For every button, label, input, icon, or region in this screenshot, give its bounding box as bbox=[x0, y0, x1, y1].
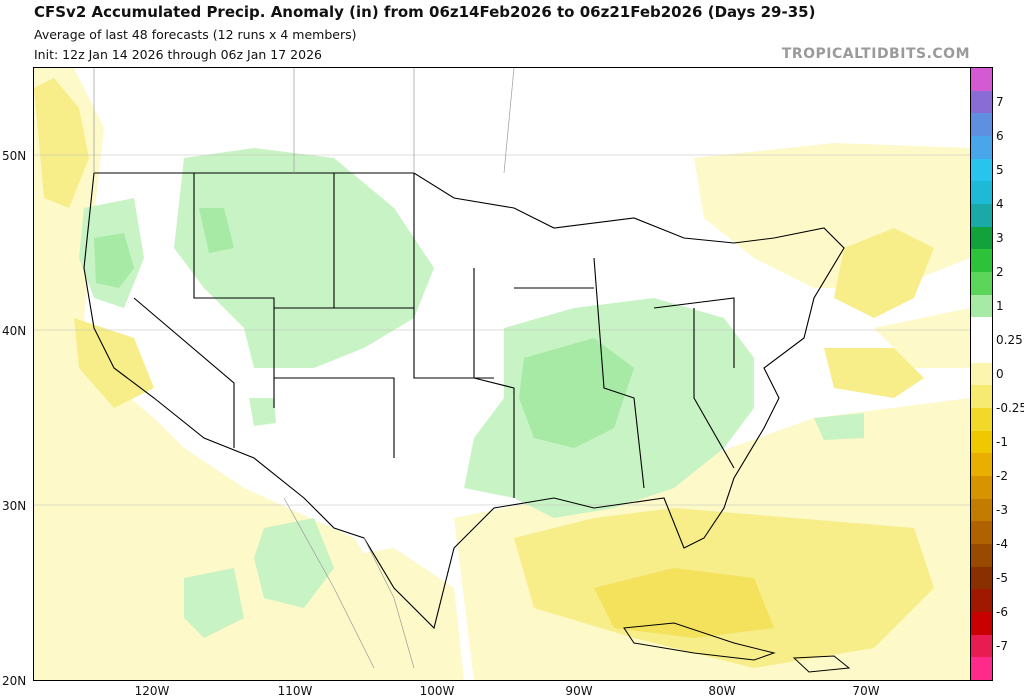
colorbar-label: 7 bbox=[996, 95, 1004, 109]
lon-label: 100W bbox=[419, 684, 455, 698]
colorbar-label: -0.25 bbox=[996, 401, 1024, 415]
colorbar-label: 3 bbox=[996, 231, 1004, 245]
colorbar-label: -2 bbox=[996, 469, 1008, 483]
graticule bbox=[34, 154, 970, 506]
colorbar-label: 0.25 bbox=[996, 333, 1023, 347]
lon-label: 80W bbox=[708, 684, 736, 698]
lat-label: 20N bbox=[2, 674, 27, 688]
colorbar-swatch bbox=[971, 657, 992, 681]
lat-label: 50N bbox=[2, 149, 27, 163]
colorbar-swatch bbox=[971, 362, 992, 386]
colorbar-swatch bbox=[971, 498, 992, 522]
colorbar-label: -4 bbox=[996, 537, 1008, 551]
political-borders-light bbox=[93, 68, 515, 669]
lat-label: 30N bbox=[2, 499, 27, 513]
colorbar-swatch bbox=[971, 340, 992, 364]
colorbar-swatch bbox=[971, 430, 992, 454]
colorbar-swatch bbox=[971, 158, 992, 182]
lon-label: 70W bbox=[852, 684, 880, 698]
colorbar-swatch bbox=[971, 634, 992, 658]
colorbar-label: -5 bbox=[996, 571, 1008, 585]
colorbar-swatch bbox=[971, 385, 992, 409]
lat-label: 40N bbox=[2, 324, 27, 338]
colorbar-swatch bbox=[971, 294, 992, 318]
dry-anomaly-shading bbox=[34, 68, 970, 680]
colorbar-swatch bbox=[971, 521, 992, 545]
precip-anomaly-map bbox=[34, 68, 970, 680]
lon-label: 110W bbox=[277, 684, 313, 698]
colorbar-label: 6 bbox=[996, 129, 1004, 143]
colorbar-label: 2 bbox=[996, 265, 1004, 279]
map-panel[interactable] bbox=[33, 67, 971, 681]
coastlines-and-borders bbox=[83, 172, 845, 630]
brand-watermark: TROPICALTIDBITS.COM bbox=[781, 46, 970, 62]
map-title: CFSv2 Accumulated Precip. Anomaly (in) f… bbox=[34, 3, 816, 21]
colorbar-swatch bbox=[971, 544, 992, 568]
colorbar-label: -1 bbox=[996, 435, 1008, 449]
colorbar-label: 0 bbox=[996, 367, 1004, 381]
colorbar-label: -3 bbox=[996, 503, 1008, 517]
colorbar-swatch bbox=[971, 476, 992, 500]
init-time-label: Init: 12z Jan 14 2026 through 06z Jan 17… bbox=[34, 47, 322, 62]
colorbar bbox=[970, 67, 993, 681]
colorbar-swatch bbox=[971, 204, 992, 228]
colorbar-swatch bbox=[971, 272, 992, 296]
colorbar-swatch bbox=[971, 566, 992, 590]
colorbar-swatch bbox=[971, 453, 992, 477]
colorbar-swatch bbox=[971, 317, 992, 341]
colorbar-swatch bbox=[971, 68, 992, 92]
colorbar-swatch bbox=[971, 113, 992, 137]
lon-label: 120W bbox=[134, 684, 170, 698]
colorbar-swatch bbox=[971, 136, 992, 160]
colorbar-label: -7 bbox=[996, 639, 1008, 653]
islands bbox=[623, 622, 851, 673]
colorbar-swatch bbox=[971, 408, 992, 432]
colorbar-swatch bbox=[971, 90, 992, 114]
colorbar-swatch bbox=[971, 226, 992, 250]
colorbar-label: 1 bbox=[996, 299, 1004, 313]
lon-label: 90W bbox=[565, 684, 593, 698]
map-subtitle: Average of last 48 forecasts (12 runs x … bbox=[34, 27, 357, 42]
wet-anomaly-shading bbox=[79, 148, 864, 638]
colorbar-swatch bbox=[971, 589, 992, 613]
colorbar-swatch bbox=[971, 612, 992, 636]
colorbar-label: 4 bbox=[996, 197, 1004, 211]
colorbar-swatch bbox=[971, 249, 992, 273]
colorbar-label: 5 bbox=[996, 163, 1004, 177]
colorbar-label: -6 bbox=[996, 605, 1008, 619]
colorbar-swatch bbox=[971, 181, 992, 205]
